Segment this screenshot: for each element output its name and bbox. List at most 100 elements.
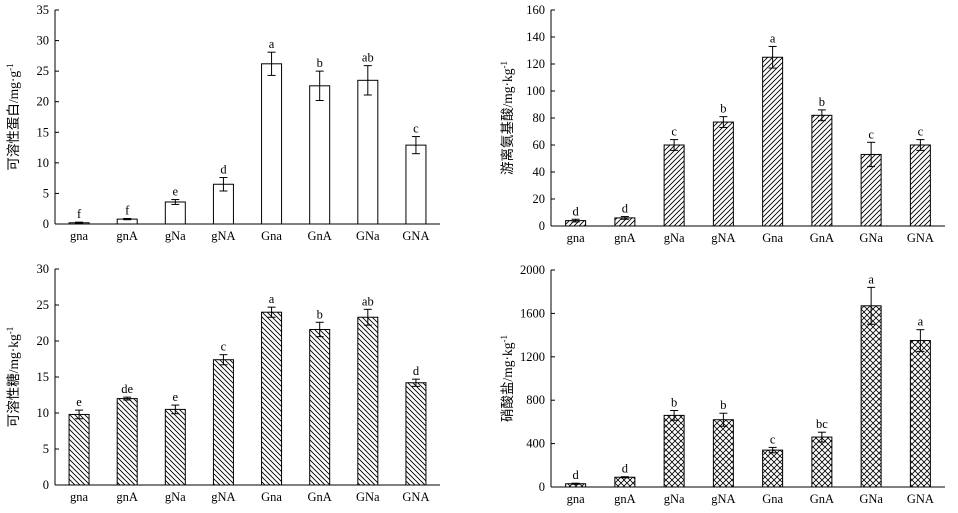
y-axis-label-superscript: -1: [499, 61, 509, 69]
y-axis-label-superscript: -1: [5, 63, 15, 71]
x-tick-label: gNa: [664, 492, 685, 506]
significance-letter: a: [269, 37, 275, 51]
bar-gNA: [212, 359, 234, 486]
y-tick-label: 0: [43, 217, 49, 231]
bar-GnA: [811, 114, 833, 227]
significance-letter: b: [671, 396, 677, 410]
y-tick-label: 160: [526, 3, 545, 17]
significance-letter: d: [573, 468, 580, 482]
significance-letter: d: [622, 462, 629, 476]
chart-panel-bottom-right: 0 400 800 1200 1600 2000 d gna d gnA b gNa b gNA c Gna b…: [499, 263, 945, 506]
x-tick-label: GnA: [810, 231, 834, 245]
significance-letter: bc: [816, 417, 828, 431]
y-axis-label: 可溶性蛋白/mg·g-1: [5, 63, 21, 170]
y-tick-label: 10: [37, 406, 50, 420]
significance-letter: f: [77, 207, 82, 221]
significance-letter: e: [173, 185, 179, 199]
bar-Gna: [762, 449, 784, 488]
significance-letter: a: [918, 315, 924, 329]
bar-Gna: [261, 63, 283, 225]
x-tick-label: gnA: [614, 492, 636, 506]
bar-gna: [68, 413, 90, 486]
y-tick-label: 2000: [520, 263, 545, 277]
bar-Gna: [762, 56, 784, 227]
x-tick-label: GNA: [402, 490, 429, 504]
y-tick-label: 0: [539, 480, 545, 494]
x-tick-label: Gna: [762, 492, 783, 506]
y-axis-label: 硝酸盐/mg·kg-1: [499, 335, 515, 422]
y-tick-label: 40: [533, 165, 546, 179]
significance-letter: a: [269, 292, 275, 306]
y-tick-label: 140: [526, 30, 545, 44]
chart-panel-top-right: 0 20 40 60 80 100 120 140 160 d gna d gnA c gNa b gNA a Gn…: [499, 3, 945, 245]
significance-letter: ab: [362, 51, 374, 65]
y-tick-label: 20: [37, 95, 50, 109]
chart-panel-top-left: 0 5 10 15 20 25 30 35 f gna f gnA e gNa d gNA a Gna b GnA ab…: [5, 3, 440, 243]
x-tick-label: gNa: [165, 490, 186, 504]
y-axis-label-superscript: -1: [5, 327, 15, 335]
y-tick-label: 800: [526, 393, 545, 407]
x-tick-label: GnA: [308, 229, 332, 243]
significance-letter: d: [622, 202, 629, 216]
y-tick-label: 0: [43, 478, 49, 492]
x-tick-label: gNA: [211, 490, 235, 504]
y-tick-label: 25: [37, 64, 50, 78]
bar-Gna: [261, 311, 283, 486]
bar-GNA: [405, 144, 427, 225]
significance-letter: d: [573, 204, 580, 218]
bar-GNA: [909, 340, 931, 488]
chart-panel-bottom-left: 0 5 10 15 20 25 30 e gna de gnA e gNa c gNA a Gna b GnA ab G…: [5, 262, 440, 504]
y-tick-label: 100: [526, 84, 545, 98]
significance-letter: b: [819, 95, 825, 109]
bar-GNa: [357, 316, 379, 486]
y-tick-label: 80: [533, 111, 546, 125]
y-tick-label: 15: [37, 370, 50, 384]
y-tick-label: 30: [37, 34, 50, 48]
y-tick-label: 30: [37, 262, 50, 276]
y-tick-label: 20: [37, 334, 50, 348]
y-axis-label: 可溶性糖/mg·kg-1: [5, 327, 21, 428]
bar-GnA: [309, 85, 331, 225]
bar-gnA: [116, 398, 138, 486]
x-tick-label: GNA: [907, 231, 934, 245]
significance-letter: b: [317, 307, 323, 321]
significance-letter: b: [720, 102, 726, 116]
significance-letter: c: [770, 432, 776, 446]
x-tick-label: GnA: [308, 490, 332, 504]
x-tick-label: GNa: [356, 490, 380, 504]
x-tick-label: gna: [70, 490, 89, 504]
bar-gNa: [663, 414, 685, 488]
bar-GnA: [811, 436, 833, 488]
significance-letter: b: [317, 56, 323, 70]
bar-gNA: [712, 121, 734, 227]
x-tick-label: gNA: [211, 229, 235, 243]
bar-gNA: [712, 419, 734, 488]
x-tick-label: GNa: [859, 231, 883, 245]
bar-GnA: [309, 328, 331, 486]
x-tick-label: GNa: [859, 492, 883, 506]
y-tick-label: 25: [37, 298, 50, 312]
significance-letter: a: [868, 272, 874, 286]
x-tick-label: Gna: [261, 229, 282, 243]
bar-GNa: [357, 79, 379, 225]
y-tick-label: 1200: [520, 350, 545, 364]
y-tick-label: 5: [43, 442, 49, 456]
x-tick-label: gNA: [711, 231, 735, 245]
x-tick-label: GNa: [356, 229, 380, 243]
significance-letter: d: [220, 163, 227, 177]
y-tick-label: 15: [37, 125, 50, 139]
significance-letter: d: [413, 364, 420, 378]
x-tick-label: Gna: [261, 490, 282, 504]
y-tick-label: 5: [43, 186, 49, 200]
x-tick-label: gNa: [664, 231, 685, 245]
x-tick-label: gnA: [116, 490, 138, 504]
x-tick-label: GNA: [402, 229, 429, 243]
bar-gnA: [614, 476, 636, 488]
y-tick-label: 20: [533, 192, 546, 206]
y-tick-label: 1600: [520, 306, 545, 320]
x-tick-label: gNA: [711, 492, 735, 506]
bar-GNA: [405, 382, 427, 486]
bar-gNa: [663, 144, 685, 227]
y-tick-label: 400: [526, 437, 545, 451]
